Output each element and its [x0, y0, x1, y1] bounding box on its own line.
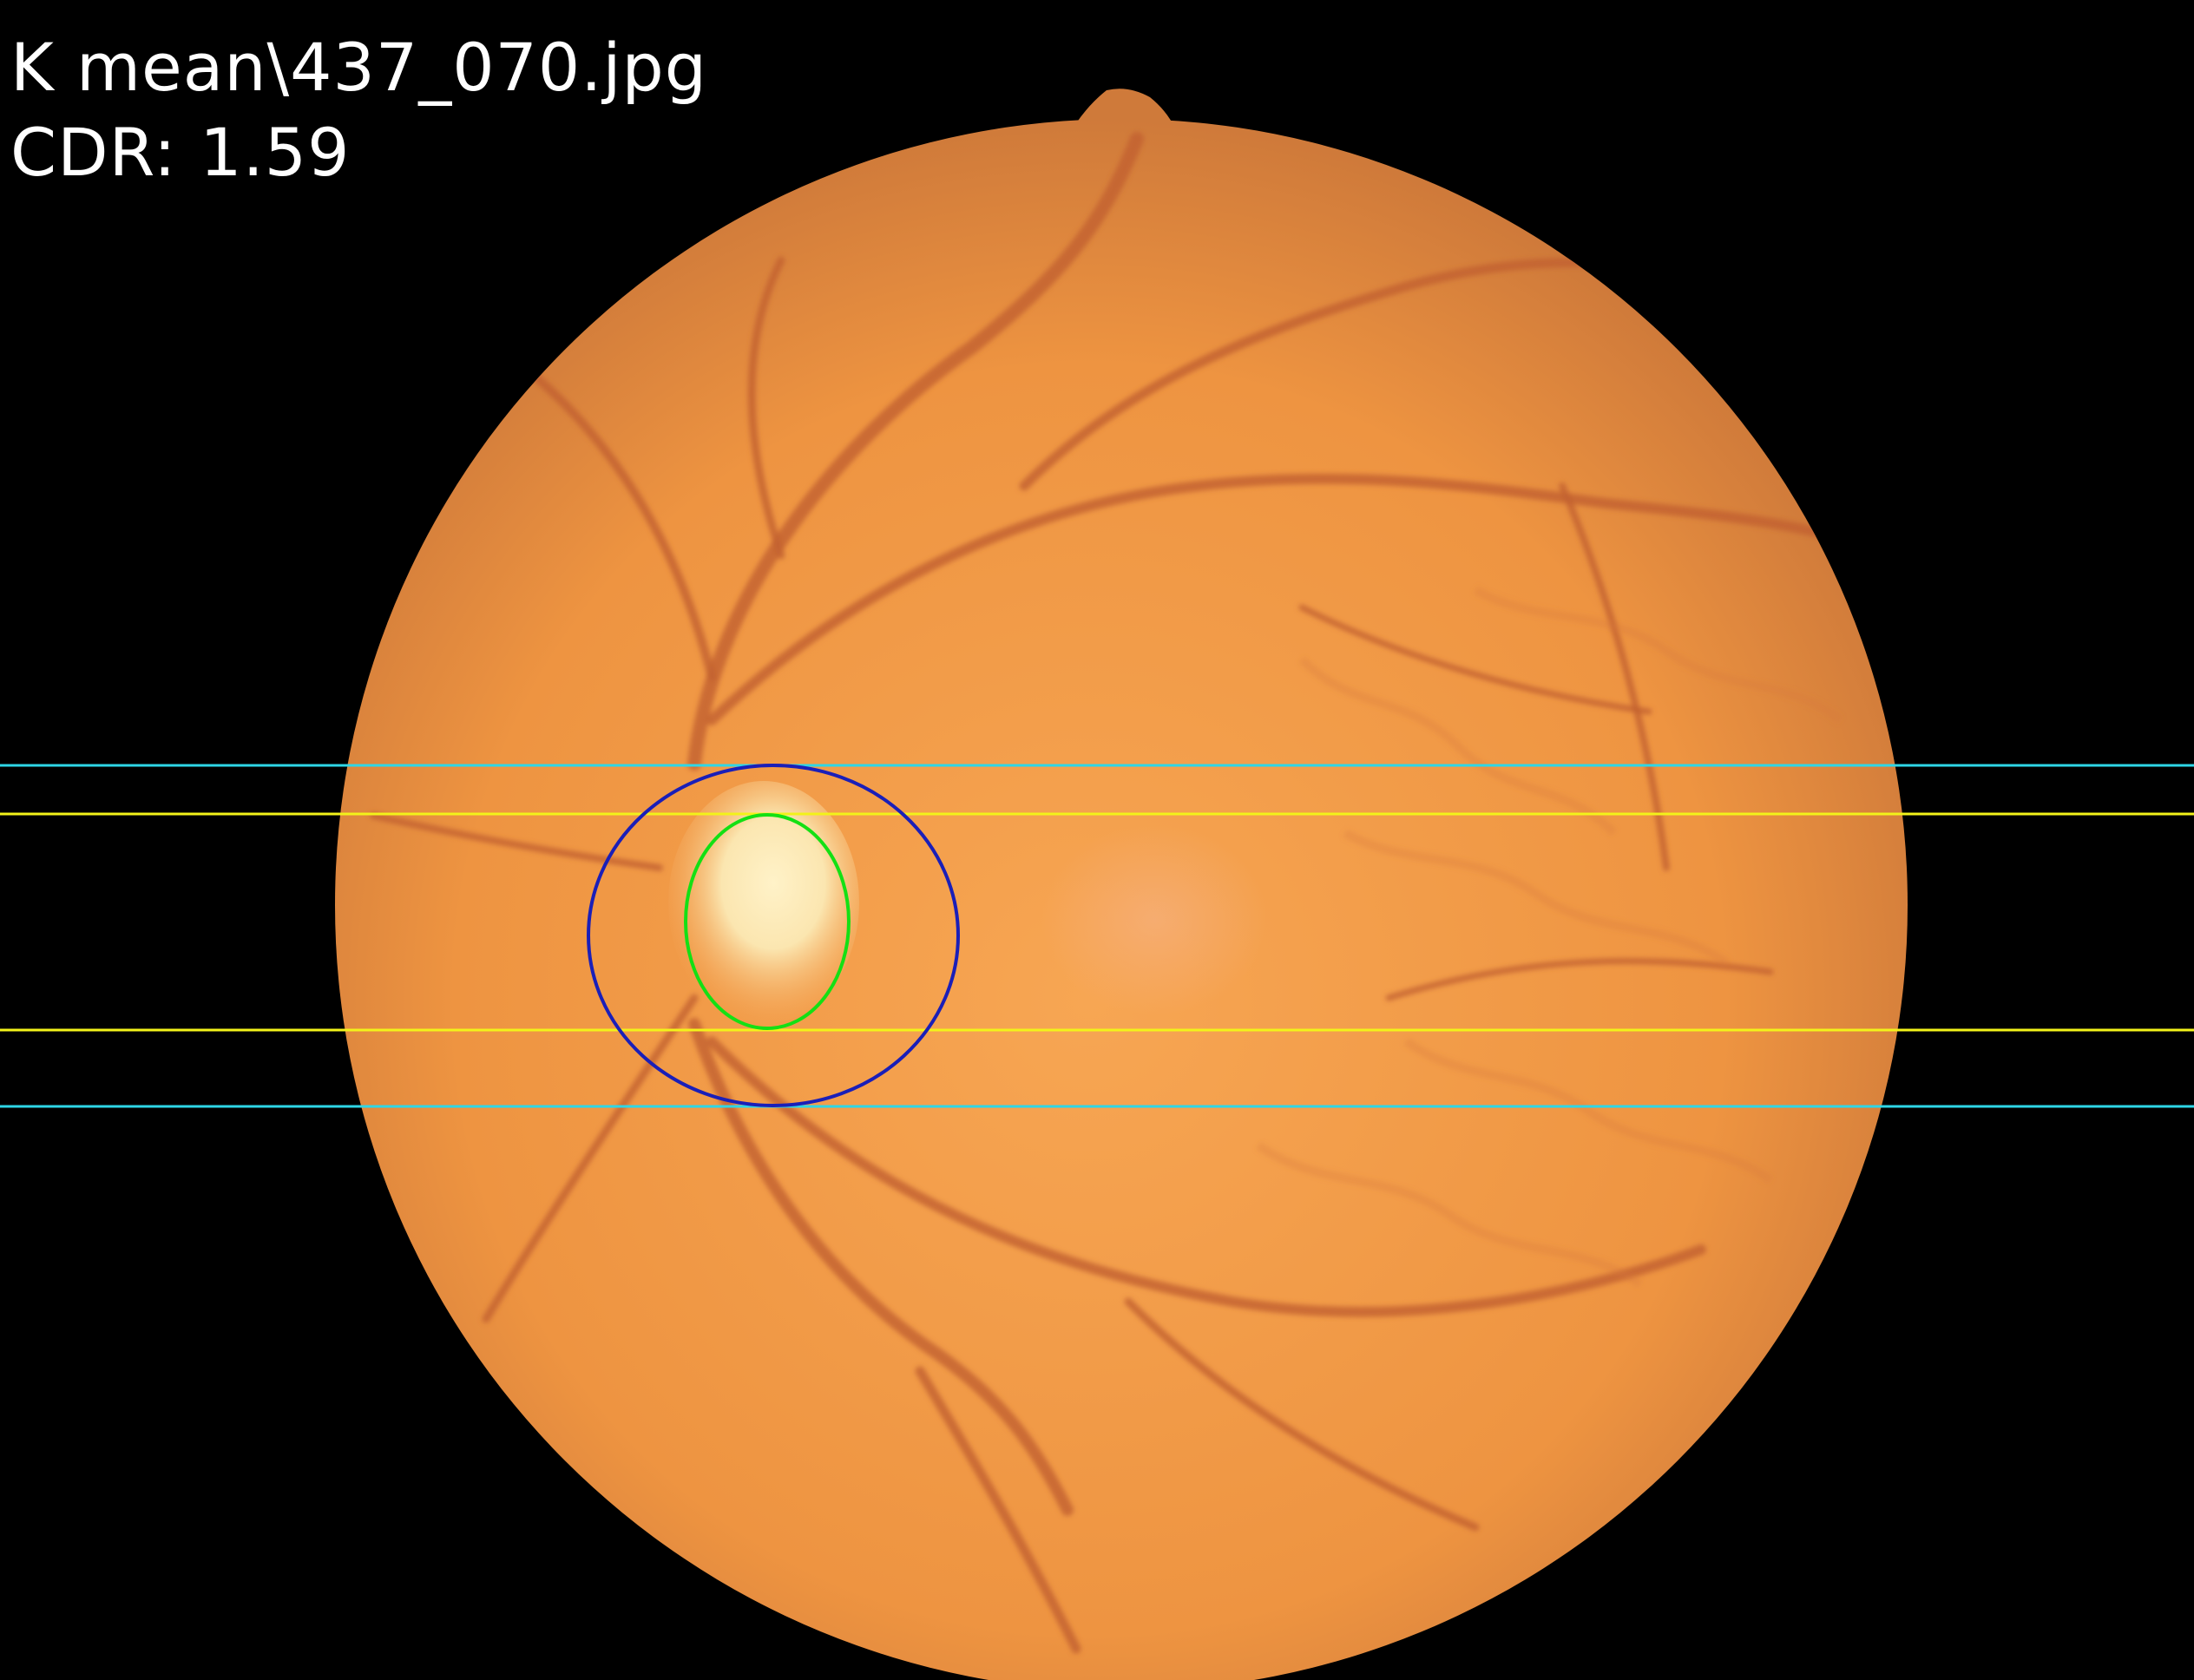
cup-contour	[684, 813, 851, 1030]
cdr-value: 1.59	[200, 114, 351, 191]
cdr-readout: CDR: 1.59	[10, 120, 350, 186]
cdr-label: CDR:	[10, 114, 177, 191]
macula	[1041, 824, 1267, 1015]
choroidal-texture	[1256, 586, 1843, 1289]
retinal-vessels	[370, 132, 1845, 1654]
optic-disc	[668, 781, 859, 1024]
disc-contour	[587, 764, 960, 1107]
file-path-label: K mean\437_070.jpg	[10, 29, 708, 106]
